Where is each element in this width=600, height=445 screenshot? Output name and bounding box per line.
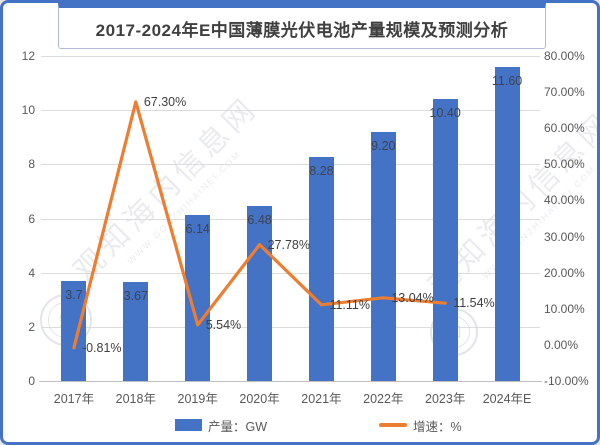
x-axis-tick-2018年: 2018年 [115,392,156,406]
y-axis-left-tick: 4 [28,265,35,280]
bar-2021年 [308,156,334,381]
watermark-en: WWW.GONZHIHAINEI.COM [480,163,598,281]
gridline [41,56,540,57]
y-axis-right-tick: 10.00% [544,301,585,316]
bar-2020年 [247,205,273,381]
growth-point-label: 11.54% [453,296,495,311]
legend-label-growth: 增速：% [413,419,462,434]
bar-2019年 [185,214,211,381]
bar-value-label: 11.60 [491,73,523,88]
gridline [41,218,540,220]
watermark-cn: 观知海内信息网 [67,90,265,288]
y-axis-right-tick: 30.00% [544,229,585,244]
bar-2024年E [494,66,520,381]
x-axis-tick-2020年: 2020年 [239,392,280,406]
gridline [41,272,540,274]
x-axis-tick-2019年: 2019年 [177,392,218,406]
legend-item-growth: 增速：% [379,413,462,437]
growth-point-label: 27.78% [267,237,310,252]
legend-label-production: 产量：GW [208,419,268,434]
y-axis-right-tick: 50.00% [544,157,585,172]
y-axis-left-tick: 12 [21,49,35,63]
y-axis-right-tick: 70.00% [544,85,585,100]
growth-point-label: 5.54% [205,317,242,332]
gridline [41,164,540,166]
growth-point-label: 13.04% [391,290,434,305]
growth-point-label: -0.81% [81,340,122,355]
chart-title-box: 2017-2024年E中国薄膜光伏电池产量规模及预测分析 [58,3,546,49]
bar-value-label: 9.20 [371,138,396,153]
bar-value-label: 3.67 [123,288,148,303]
y-axis-right-tick: 0.00% [544,337,579,352]
x-axis-tick-2023年: 2023年 [425,392,466,406]
bar-value-label: 10.40 [429,106,461,121]
chart-title: 2017-2024年E中国薄膜光伏电池产量规模及预测分析 [95,20,509,40]
y-axis-right-tick: 20.00% [544,265,585,280]
line-series-swatch-icon [379,423,407,427]
y-axis-left-tick: 8 [28,157,35,172]
x-axis-tick-2022年: 2022年 [363,392,404,406]
bar-value-label: 6.48 [247,212,272,227]
bar-2023年 [432,99,458,381]
bar-value-label: 8.28 [309,163,334,178]
x-axis-tick-2024年E: 2024年E [482,392,532,406]
y-axis-left-tick: 2 [28,319,35,334]
growth-point-label: 11.11% [329,297,370,312]
bar-2022年 [370,131,396,381]
y-axis-left-tick: 10 [21,103,35,118]
bar-series-swatch-icon [175,419,202,431]
bar-value-label: 3.7 [65,287,83,302]
legend-item-production: 产量：GW [175,413,267,437]
y-axis-right-tick: 80.00% [544,49,585,63]
gridline [41,326,540,328]
x-axis-tick-2017年: 2017年 [53,392,95,406]
y-axis-right-tick: 40.00% [544,193,585,208]
x-axis-line [39,381,542,382]
y-axis-left-tick: 0 [28,374,35,388]
y-axis-right-tick: 60.00% [544,121,585,136]
y-axis-right-tick: -10.00% [544,374,589,388]
chart-legend: 产量：GW 增速：% [3,413,597,439]
bar-value-label: 6.14 [185,221,210,236]
x-axis-tick-2021年: 2021年 [301,392,342,406]
y-axis-left-tick: 6 [28,211,35,226]
growth-point-label: 67.30% [143,94,187,109]
